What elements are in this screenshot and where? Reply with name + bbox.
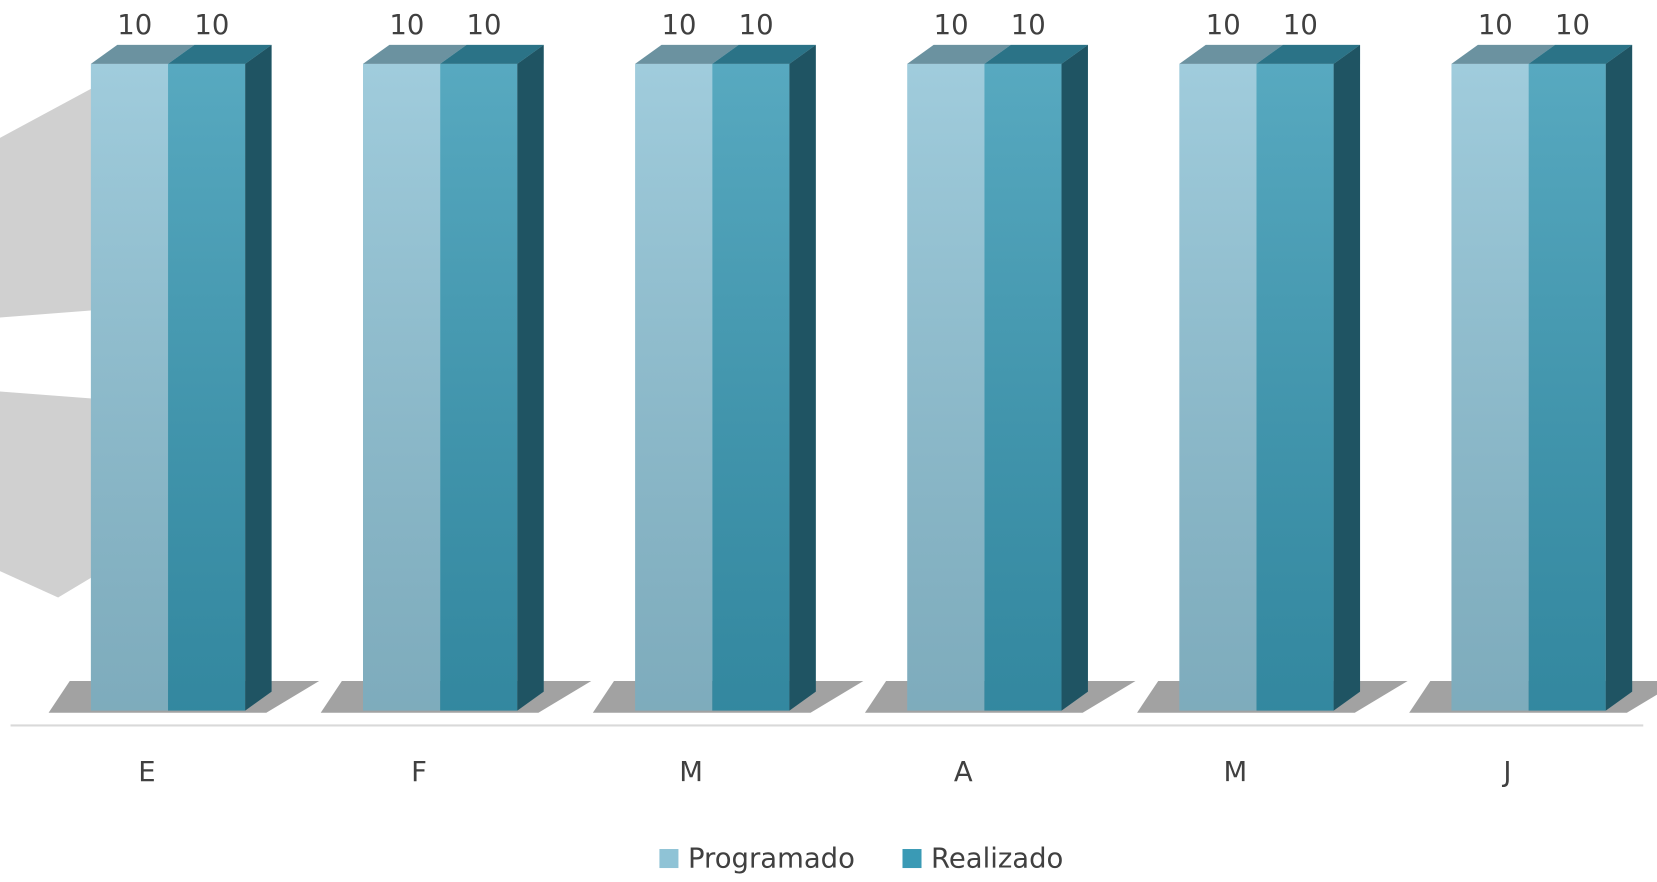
data-label: 10	[661, 10, 696, 41]
bar-side	[1333, 44, 1361, 711]
bar-top	[1451, 44, 1556, 64]
bar-top	[1528, 44, 1633, 64]
bar-top	[635, 44, 739, 64]
bar-shading	[1179, 63, 1257, 711]
bar-top-shade	[907, 44, 1011, 64]
bar-top-shade	[635, 44, 739, 64]
bar-shading	[984, 63, 1062, 711]
bar-top	[1179, 44, 1283, 64]
bar-side-shade	[1605, 44, 1633, 711]
bar-top	[907, 44, 1011, 64]
bar-side	[789, 44, 816, 711]
bar-side	[517, 44, 544, 711]
data-label: 10	[739, 10, 774, 41]
bar-side-shade	[1061, 44, 1088, 711]
x-tick-label: M	[679, 757, 703, 788]
bar-shading	[1528, 63, 1606, 711]
data-label: 10	[1206, 10, 1241, 41]
bar-top	[440, 44, 544, 64]
bar-shading	[440, 63, 518, 711]
bar-top-shade	[90, 44, 195, 64]
x-tick-label: J	[1501, 757, 1511, 788]
bar-top-shade	[1256, 44, 1361, 64]
bar-top-shade	[712, 44, 816, 64]
bar-side-shade	[245, 44, 272, 711]
data-label: 10	[389, 10, 424, 41]
bar-side	[1605, 44, 1633, 711]
data-label: 10	[1478, 10, 1513, 41]
bar-side	[1061, 44, 1088, 711]
bar-top-shade	[168, 44, 272, 64]
bar-top	[362, 44, 467, 64]
bar-top	[90, 44, 195, 64]
bar-top-shade	[1528, 44, 1633, 64]
bar-top-shade	[362, 44, 467, 64]
bar-side-shade	[789, 44, 816, 711]
bar-shading	[1256, 63, 1334, 711]
legend-label: Realizado	[931, 844, 1063, 875]
bar-top-shade	[440, 44, 544, 64]
bar-top-shade	[1179, 44, 1283, 64]
bar-side-shade	[517, 44, 544, 711]
bar-side-shade	[1333, 44, 1361, 711]
x-tick-label: F	[411, 757, 427, 788]
bar-shading	[907, 63, 985, 711]
bar-top	[712, 44, 816, 64]
bar-top	[168, 44, 272, 64]
bar-shading	[635, 63, 713, 711]
bar-shading	[712, 63, 790, 711]
data-label: 10	[117, 10, 152, 41]
bar-side	[245, 44, 272, 711]
bar-shading	[90, 63, 169, 711]
bar-top-shade	[984, 44, 1088, 64]
bar-shading	[168, 63, 246, 711]
bar-shading	[1451, 63, 1529, 711]
data-label: 10	[1283, 10, 1318, 41]
bar-top	[1256, 44, 1361, 64]
bar-shading	[362, 63, 441, 711]
x-tick-label: M	[1224, 757, 1248, 788]
x-tick-label: A	[954, 757, 973, 788]
data-label: 10	[1555, 10, 1590, 41]
bar-top-shade	[1451, 44, 1556, 64]
bar-top	[984, 44, 1088, 64]
data-label: 10	[934, 10, 969, 41]
data-label: 10	[194, 10, 229, 41]
legend-swatch	[659, 849, 679, 869]
legend-swatch	[902, 849, 922, 869]
x-tick-label: E	[138, 757, 155, 788]
data-label: 10	[1011, 10, 1046, 41]
data-label: 10	[467, 10, 502, 41]
legend-label: Programado	[688, 844, 855, 875]
